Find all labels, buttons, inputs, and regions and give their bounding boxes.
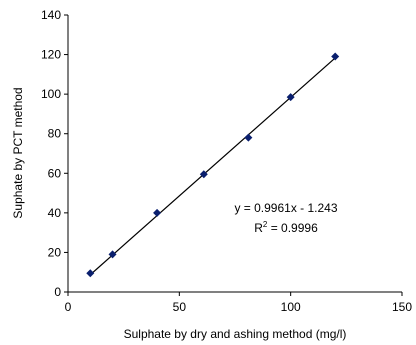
- y-tick-label: 120: [41, 48, 61, 62]
- data-point: [331, 52, 340, 61]
- y-axis-ticks: 0 20 40 60 80 100 120 140: [41, 8, 68, 299]
- y-tick-label: 40: [48, 206, 62, 220]
- data-point: [286, 93, 295, 102]
- x-tick-label: 100: [281, 300, 301, 314]
- x-tick-label: 150: [392, 300, 412, 314]
- x-axis-ticks: 0 50 100 150: [65, 292, 412, 314]
- x-tick-label: 0: [65, 300, 72, 314]
- trendline: [89, 57, 336, 276]
- y-axis-title: Suphate by PCT method: [11, 87, 25, 218]
- x-tick-label: 50: [173, 300, 187, 314]
- y-tick-label: 0: [54, 285, 61, 299]
- y-tick-label: 80: [48, 127, 62, 141]
- y-tick-label: 20: [48, 245, 62, 259]
- data-point: [108, 250, 117, 259]
- r-squared-label: R2 = 0.9996: [254, 220, 318, 235]
- y-tick-label: 100: [41, 87, 61, 101]
- x-axis-title: Sulphate by dry and ashing method (mg/l): [124, 327, 347, 341]
- r-squared-superscript: 2: [263, 220, 268, 229]
- data-point: [86, 269, 95, 278]
- trendline-equation: y = 0.9961x - 1.243: [234, 201, 337, 215]
- r-squared-prefix: R: [254, 221, 263, 235]
- data-point: [153, 208, 162, 217]
- r-squared-value: = 0.9996: [267, 221, 318, 235]
- data-point: [199, 170, 208, 179]
- data-points: [86, 52, 340, 278]
- y-tick-label: 60: [48, 166, 62, 180]
- y-tick-label: 140: [41, 8, 61, 22]
- data-point: [244, 133, 253, 142]
